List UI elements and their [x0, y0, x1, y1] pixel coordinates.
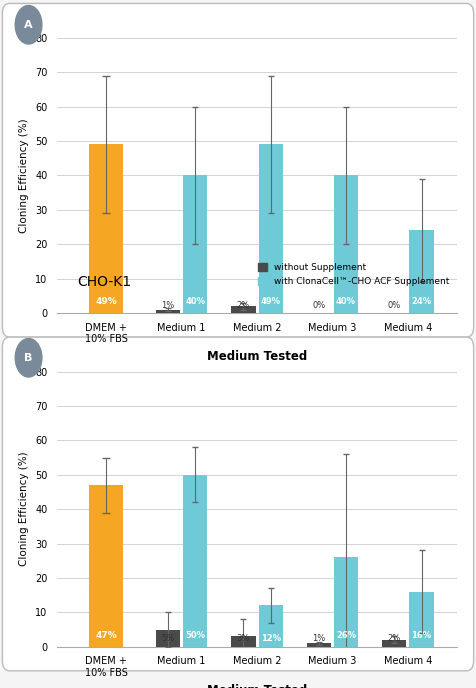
Text: 26%: 26%: [336, 631, 356, 640]
Bar: [307, 643, 331, 647]
Bar: [89, 485, 123, 647]
Bar: [409, 230, 434, 313]
Bar: [156, 630, 180, 647]
Text: A: A: [24, 20, 33, 30]
Bar: [231, 636, 256, 647]
Text: 16%: 16%: [411, 631, 432, 640]
Text: 0%: 0%: [312, 301, 326, 310]
Bar: [382, 640, 407, 647]
X-axis label: Medium Tested: Medium Tested: [207, 350, 307, 363]
Bar: [258, 605, 283, 647]
Bar: [183, 175, 207, 313]
Legend: without Supplement, with ClonaCell™-CHO ACF Supplement: without Supplement, with ClonaCell™-CHO …: [256, 261, 453, 289]
Text: 2%: 2%: [388, 634, 401, 643]
Text: 24%: 24%: [411, 297, 432, 306]
Text: 40%: 40%: [336, 297, 356, 306]
Bar: [156, 310, 180, 313]
Text: 50%: 50%: [185, 631, 205, 640]
Bar: [409, 592, 434, 647]
Text: B: B: [24, 353, 33, 363]
Bar: [258, 144, 283, 313]
Bar: [89, 144, 123, 313]
Text: 49%: 49%: [95, 297, 117, 306]
Bar: [231, 306, 256, 313]
X-axis label: Medium Tested: Medium Tested: [207, 684, 307, 688]
Y-axis label: Cloning Efficiency (%): Cloning Efficiency (%): [20, 452, 30, 566]
Text: 47%: 47%: [95, 631, 117, 640]
Text: 49%: 49%: [261, 297, 281, 306]
Bar: [183, 475, 207, 647]
Text: 0%: 0%: [388, 301, 401, 310]
Text: 2%: 2%: [237, 301, 250, 310]
Text: 5%: 5%: [161, 634, 175, 643]
Text: 3%: 3%: [237, 634, 250, 643]
Text: 12%: 12%: [260, 634, 281, 643]
Y-axis label: Cloning Efficiency (%): Cloning Efficiency (%): [20, 118, 30, 233]
Text: 40%: 40%: [185, 297, 205, 306]
Bar: [334, 175, 358, 313]
Text: 1%: 1%: [161, 301, 175, 310]
Bar: [334, 557, 358, 647]
Text: CHO-K1: CHO-K1: [77, 275, 131, 289]
Text: 1%: 1%: [312, 634, 326, 643]
